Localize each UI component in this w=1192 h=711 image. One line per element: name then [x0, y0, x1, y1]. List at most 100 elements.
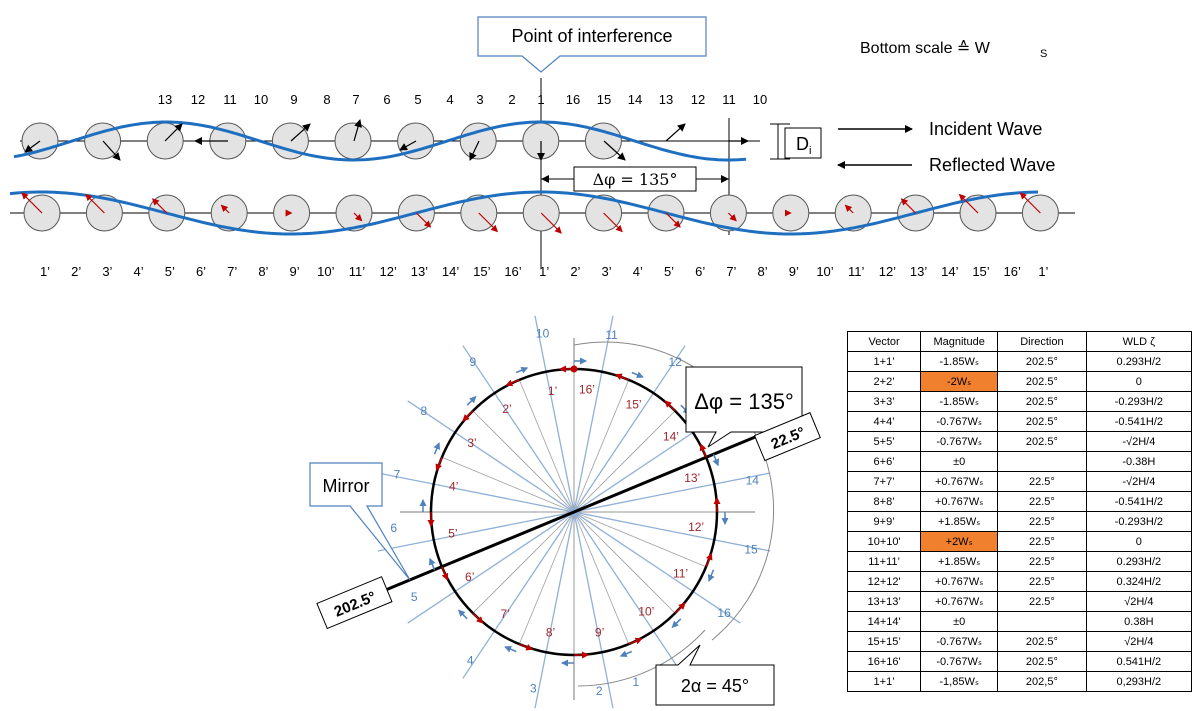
- incident-position-number: 7: [352, 92, 359, 107]
- table-cell: 202.5°: [997, 431, 1087, 452]
- reflected-position-number: 4’: [134, 264, 144, 279]
- table-cell: -√2H/4: [1085, 431, 1192, 452]
- blue-position-label: 6: [390, 521, 397, 535]
- reflected-vector-arrow: [21, 192, 43, 214]
- red-tangent-arrow: [664, 400, 676, 412]
- blue-tangent-arrow: [504, 645, 517, 653]
- blue-tangent-arrow: [619, 650, 633, 658]
- incident-position-number: 14: [628, 92, 642, 107]
- red-tangent-arrow: [505, 379, 520, 387]
- table-cell: +0.767Wₛ: [920, 471, 999, 492]
- table-cell: 202.5°: [997, 411, 1087, 432]
- reflected-position-number: 13’: [910, 264, 927, 279]
- reflected-vector-arrow: [958, 193, 979, 214]
- spoke-line: [573, 511, 707, 568]
- incident-position-number: 6: [383, 92, 390, 107]
- table-row: 1+1’ -1,85Wₛ 202,5° 0,293H/2: [846, 671, 1192, 692]
- spoke-line: [518, 379, 575, 513]
- table-header-cell: WLD ζ: [1085, 331, 1192, 352]
- reflected-position-number: 14’: [941, 264, 958, 279]
- table-cell: 13+13’: [846, 591, 922, 612]
- mirror-line: [365, 424, 783, 600]
- reflected-position-number: 12’: [879, 264, 896, 279]
- table-cell: 22.5°: [997, 551, 1087, 572]
- red-position-label: 14’: [663, 429, 679, 443]
- incident-vector-arrow: [24, 140, 41, 153]
- reflected-wave-legend: Reflected Wave: [837, 155, 1055, 175]
- spoke-line: [573, 511, 630, 645]
- red-tangent-arrow: [614, 373, 629, 381]
- red-position-label: 13’: [684, 471, 700, 485]
- blue-tangent-arrow: [712, 453, 720, 467]
- phase-circle-labels: 123456789101112131415161’2’3’4’5’6’7’8’9…: [390, 327, 759, 699]
- blue-position-label: 3: [530, 681, 537, 695]
- table-row: 11+11’ +1.85Wₛ 22.5° 0.293H/2: [846, 551, 1192, 572]
- incident-wheel: [334, 122, 372, 160]
- table-header-cell: Vector: [846, 331, 922, 352]
- table-cell: 202.5°: [997, 351, 1087, 372]
- incident-vector-arrow: [290, 123, 311, 142]
- red-position-label: 16’: [579, 383, 595, 397]
- reflected-position-number: 16’: [504, 264, 521, 279]
- incident-wheel: [271, 122, 309, 160]
- spoke-line: [573, 410, 676, 513]
- table-cell: +1.85Wₛ: [920, 511, 999, 532]
- incident-vector-arrow: [102, 140, 121, 161]
- table-cell: 0.324H/2: [1085, 571, 1192, 592]
- table-row: 5+5’ -0.767Wₛ 202.5° -√2H/4: [846, 431, 1192, 452]
- incident-position-number: 4: [446, 92, 453, 107]
- table-row: 2+2’ -2Wₛ 202.5° 0: [846, 371, 1192, 392]
- table-cell: -1.85Wₛ: [920, 391, 999, 412]
- table-cell: +0.767Wₛ: [920, 491, 999, 512]
- spoke-line: [518, 511, 575, 645]
- table-cell: 0,293H/2: [1085, 671, 1192, 692]
- spoke-line: [472, 410, 575, 513]
- red-tangent-arrow: [519, 643, 534, 651]
- reflected-position-number: 15’: [473, 264, 490, 279]
- phase-circle: [419, 357, 729, 667]
- table-row: 1+1’ -1.85Wₛ 202.5° 0.293H/2: [846, 351, 1192, 372]
- table-cell: ±0: [920, 451, 999, 472]
- reflected-position-number: 1’: [1038, 264, 1048, 279]
- table-cell: 9+9’: [846, 511, 922, 532]
- table-cell: 0.293H/2: [1085, 351, 1192, 372]
- red-tangent-arrow: [699, 443, 707, 458]
- reflected-position-number: 2’: [71, 264, 81, 279]
- table-row: 6+6’ ±0 -0.38H: [846, 451, 1192, 472]
- svg-text:Δφ = 135°: Δφ = 135°: [593, 170, 678, 189]
- spoke-line: [441, 456, 575, 513]
- table-cell: +0.767Wₛ: [920, 591, 999, 612]
- two-alpha-callout: 2α = 45°: [655, 644, 775, 706]
- vector-table: Vector Magnitude Direction WLD ζ 1+1’ -1.85W…: [846, 331, 1192, 692]
- incident-position-number: 3: [476, 92, 483, 107]
- table-cell: 3+3’: [846, 391, 922, 412]
- reflected-position-number: 5’: [165, 264, 175, 279]
- reflected-vector-arrow: [665, 212, 681, 228]
- di-indicator: D i: [770, 123, 822, 160]
- table-cell: 22.5°: [997, 491, 1087, 512]
- table-cell: -0.541H/2: [1085, 491, 1192, 512]
- blue-position-label: 14: [746, 474, 760, 488]
- table-cell: 6+6’: [846, 451, 922, 472]
- red-position-label: 2’: [502, 402, 511, 416]
- table-cell: +1.85Wₛ: [920, 551, 999, 572]
- table-cell: 0.38H: [1085, 611, 1192, 632]
- reflected-position-number: 16’: [1004, 264, 1021, 279]
- table-cell: -2Wₛ: [920, 371, 999, 392]
- table-row: 16+16' -0.767Wₛ 202.5° 0.541H/2: [846, 651, 1192, 672]
- incident-position-number: 2: [508, 92, 515, 107]
- incident-vector-arrow: [665, 123, 686, 142]
- reflected-position-number: 3’: [602, 264, 612, 279]
- blue-tangent-arrow: [433, 442, 441, 455]
- angle-label-202-5: 202.5°: [316, 576, 393, 630]
- blue-position-label: 4: [467, 653, 474, 667]
- two-alpha-arc: [577, 629, 706, 687]
- incident-vector-arrow: [603, 140, 626, 161]
- reflected-position-number: 8’: [258, 264, 268, 279]
- red-position-label: 9’: [595, 625, 604, 639]
- reflected-position-number: 11’: [848, 264, 864, 279]
- blue-position-label: 2: [596, 684, 603, 698]
- svg-text:Δφ = 135°: Δφ = 135°: [694, 389, 794, 414]
- reflected-position-number: 9’: [290, 264, 300, 279]
- table-cell: -1,85Wₛ: [920, 671, 999, 692]
